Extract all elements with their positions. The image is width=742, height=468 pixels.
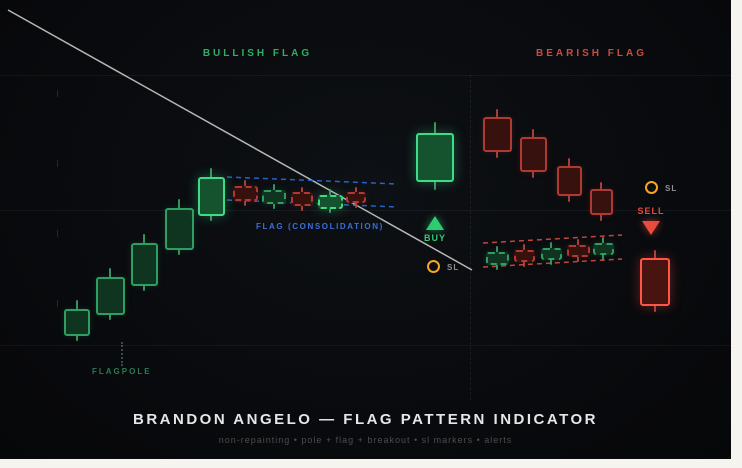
- stop-loss-circle-icon: [427, 260, 440, 273]
- sell-triangle-icon: [642, 221, 660, 235]
- candle-bear-flag: [566, 245, 590, 257]
- candle-bear-flag: [485, 252, 509, 265]
- chart-panel: BULLISH FLAG BEARISH FLAG FLAG (CONSOLID…: [0, 0, 731, 459]
- indicator-title: BRANDON ANGELO — FLAG PATTERN INDICATOR: [133, 411, 598, 428]
- candle-bull-pole: [64, 309, 90, 336]
- axis-tick: [57, 300, 58, 307]
- candle-bull-pole: [130, 243, 158, 286]
- candle-layer: [64, 109, 670, 341]
- buy-triangle-icon: [426, 216, 444, 230]
- flagpole-dotted-line: [121, 342, 123, 366]
- buy-label: BUY: [423, 233, 446, 243]
- candle-bull-breakout: [416, 133, 454, 182]
- candle-bull-flag: [232, 186, 258, 201]
- candle-bull-flag: [291, 192, 313, 206]
- stop-loss-circle-icon: [645, 181, 658, 194]
- candle-bull-flag: [262, 190, 286, 204]
- gridline-horizontal: [0, 345, 731, 346]
- flagpole-label: FLAGPOLE: [92, 367, 152, 376]
- candle-bull-pole: [197, 177, 225, 216]
- candle-bear-flag: [540, 248, 562, 260]
- bullish-flag-heading: BULLISH FLAG: [202, 48, 313, 59]
- candle-bull-pole: [164, 208, 194, 250]
- sell-label: SELL: [637, 206, 665, 216]
- candle-bull-flag: [346, 192, 366, 203]
- stop-loss-label: SL: [447, 263, 460, 272]
- indicator-subtitle: non-repainting • pole + flag + breakout …: [218, 435, 513, 445]
- candle-bull-pole: [95, 277, 125, 315]
- candle-bear-flag: [592, 243, 614, 255]
- candle-bull-flag: [317, 195, 343, 209]
- candle-bear-flag: [513, 250, 535, 262]
- candle-bear-breakdown: [640, 258, 670, 306]
- candle-bear-pole: [589, 189, 613, 215]
- candle-bear-pole: [519, 137, 547, 172]
- bearish-flag-heading: BEARISH FLAG: [536, 48, 647, 59]
- candle-bear-pole: [482, 117, 512, 152]
- flag-consolidation-label: FLAG (CONSOLIDATION): [256, 222, 384, 231]
- stop-loss-label: SL: [665, 184, 678, 193]
- candle-bear-pole: [556, 166, 582, 196]
